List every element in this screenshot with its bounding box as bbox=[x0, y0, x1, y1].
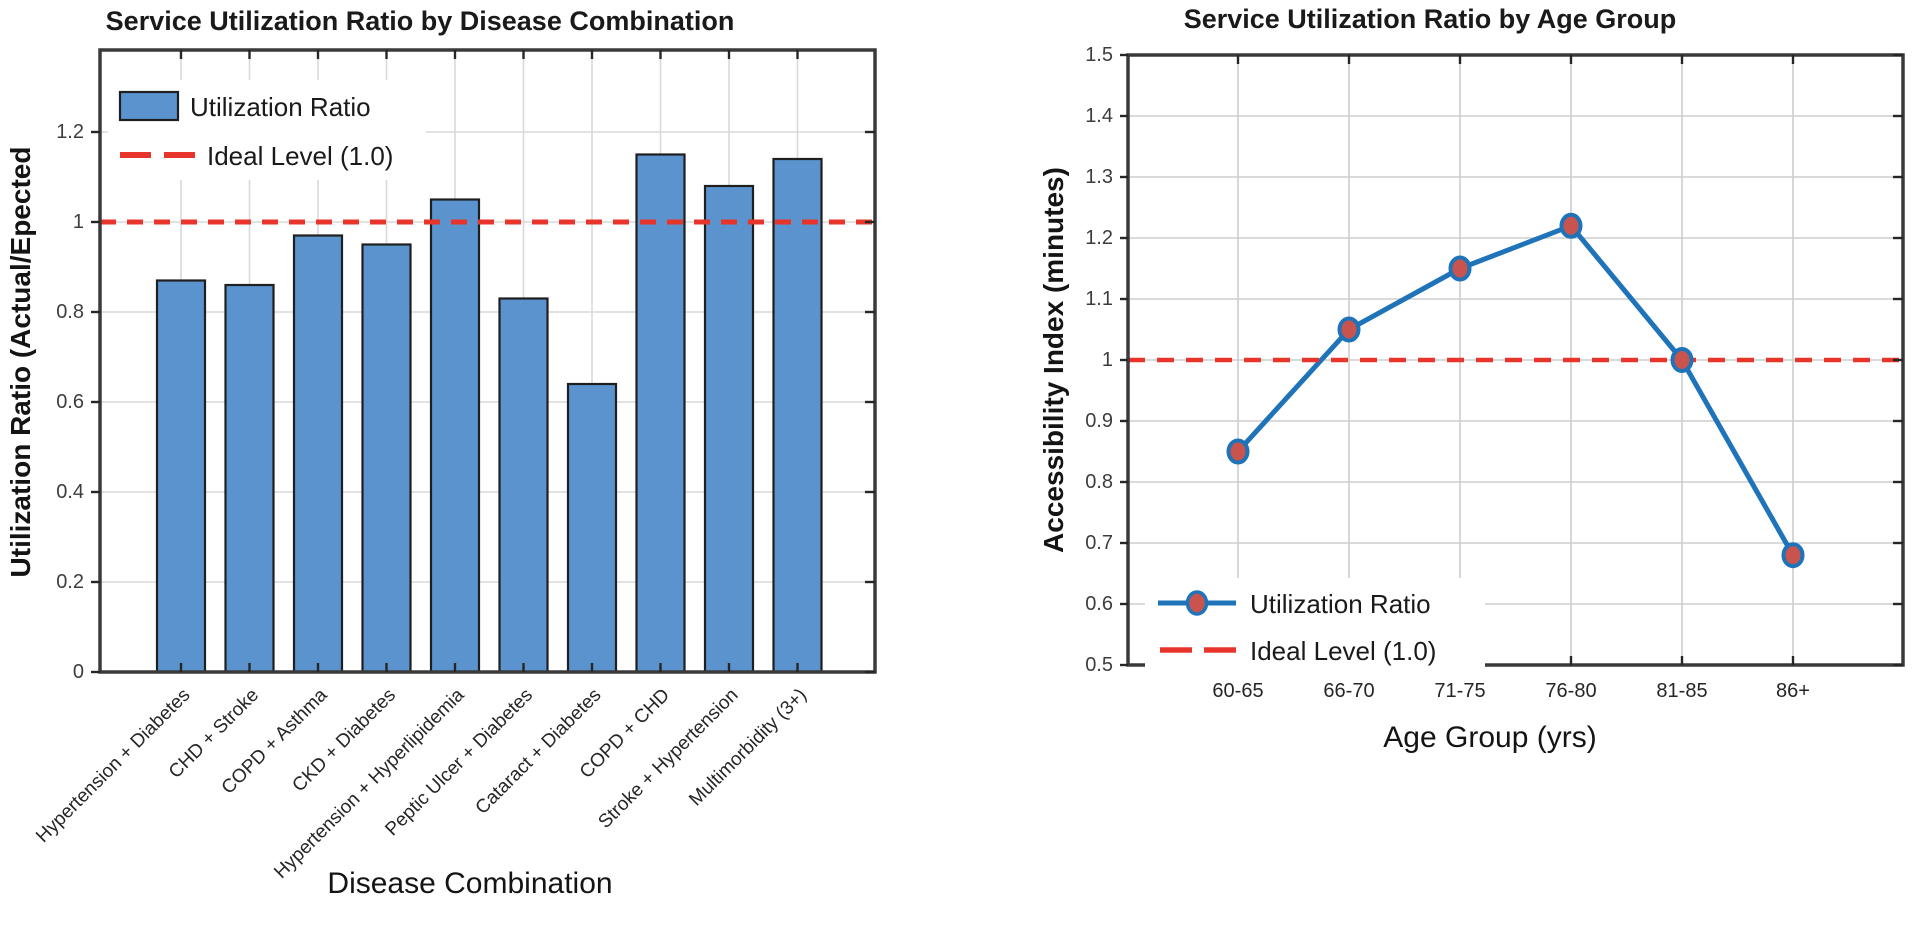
marker-71-75 bbox=[1448, 255, 1472, 282]
marker-60-65 bbox=[1226, 438, 1250, 465]
x-tick-label: 71-75 bbox=[1434, 680, 1485, 702]
bar-4 bbox=[429, 198, 481, 674]
x-tick-label: 76-80 bbox=[1545, 680, 1596, 702]
x-tick-label: Multimorbidity (3+) bbox=[685, 685, 811, 811]
x-tick-label: 86+ bbox=[1776, 680, 1810, 702]
y-tick-label: 1.3 bbox=[1085, 166, 1113, 188]
x-axis-title: Disease Combination bbox=[327, 867, 612, 900]
bar-0 bbox=[155, 279, 207, 674]
bar-9 bbox=[772, 157, 823, 674]
y-tick-label: 0.6 bbox=[1085, 593, 1113, 615]
y-tick-label: 1.4 bbox=[1085, 105, 1113, 127]
bar-5 bbox=[498, 297, 549, 674]
markers bbox=[1226, 212, 1805, 569]
y-tick-label: 1.2 bbox=[1085, 227, 1113, 249]
bar-2 bbox=[292, 234, 344, 674]
legend-label-utilization: Utilization Ratio bbox=[190, 92, 371, 122]
axes-box bbox=[98, 48, 877, 674]
y-axis-title: Accessibility Index (minutes) bbox=[1038, 167, 1069, 553]
y-tick-label: 0.6 bbox=[56, 391, 84, 413]
y-tick-label: 0.4 bbox=[56, 481, 84, 503]
legend: Utilization Ratio Ideal Level (1.0) bbox=[108, 80, 426, 180]
y-tick-label: 1.1 bbox=[1085, 288, 1113, 310]
y-tick-label: 0.5 bbox=[1085, 654, 1113, 676]
y-tick-label: 1 bbox=[1102, 349, 1113, 371]
chart-title: Service Utilization Ratio by Age Group bbox=[1184, 4, 1677, 34]
bar-7 bbox=[635, 153, 686, 674]
legend-marker-swatch bbox=[1185, 590, 1209, 616]
x-tick-label: Stroke + Hypertension bbox=[594, 685, 742, 833]
bar-6 bbox=[566, 382, 618, 674]
marker-76-80 bbox=[1559, 212, 1583, 239]
y-tick-label: 1.2 bbox=[56, 121, 84, 143]
tick-marks bbox=[91, 50, 875, 674]
x-tick-label: 66-70 bbox=[1323, 680, 1374, 702]
y-tick-label: 0.8 bbox=[56, 301, 84, 323]
chart-title: Service Utilization Ratio by Disease Com… bbox=[106, 6, 735, 36]
utilization-line bbox=[1236, 223, 1796, 557]
line-chart-age-group: 0.5 0.6 0.7 0.8 0.9 1 1.1 1.2 1.3 1.4 1.5 60-65 66-7… bbox=[1038, 4, 1905, 754]
legend-label-ideal: Ideal Level (1.0) bbox=[207, 141, 393, 171]
x-tick-label: 81-85 bbox=[1656, 680, 1707, 702]
y-tick-label: 0.2 bbox=[56, 571, 84, 593]
y-tick-label: 0.8 bbox=[1085, 471, 1113, 493]
y-tick-label: 1 bbox=[73, 211, 84, 233]
y-tick-label: 1.5 bbox=[1085, 44, 1113, 66]
y-tick-label: 0 bbox=[73, 661, 84, 683]
y-tick-label: 0.9 bbox=[1085, 410, 1113, 432]
bar-1 bbox=[224, 283, 275, 674]
y-tick-label: 0.7 bbox=[1085, 532, 1113, 554]
bar-8 bbox=[703, 184, 755, 674]
marker-86+ bbox=[1781, 542, 1805, 569]
marker-66-70 bbox=[1337, 316, 1361, 343]
bar-3 bbox=[361, 243, 412, 674]
legend-label-ideal: Ideal Level (1.0) bbox=[1250, 636, 1436, 666]
legend-bar-swatch bbox=[118, 90, 180, 122]
legend: Utilization Ratio Ideal Level (1.0) bbox=[1145, 578, 1485, 672]
legend-label-utilization: Utilization Ratio bbox=[1250, 589, 1431, 619]
x-axis-title: Age Group (yrs) bbox=[1383, 721, 1596, 754]
bars bbox=[155, 153, 823, 674]
y-axis-title: Utilization Ratio (Actual/Epected bbox=[5, 147, 36, 578]
x-tick-label: Cataract + Diabetes bbox=[472, 685, 606, 819]
x-tick-label: 60-65 bbox=[1212, 680, 1263, 702]
marker-81-85 bbox=[1670, 347, 1694, 373]
